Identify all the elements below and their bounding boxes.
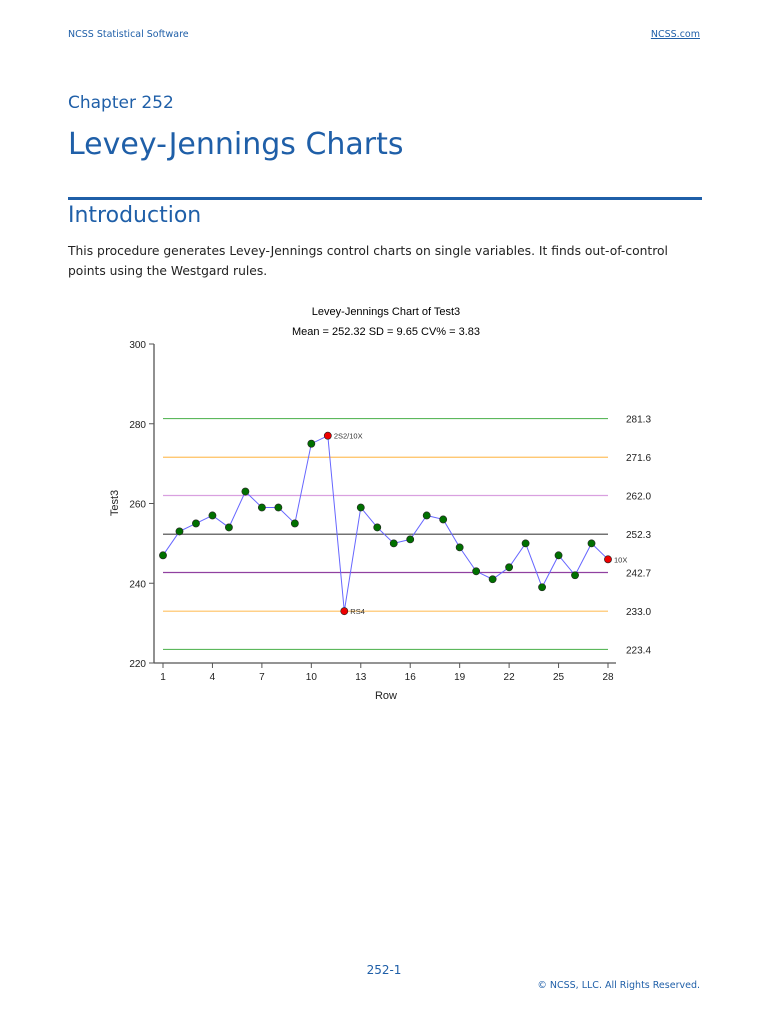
rule-violation-label: RS4 — [350, 607, 365, 616]
x-tick-label: 7 — [259, 672, 265, 683]
data-point — [257, 503, 266, 512]
x-tick-label: 13 — [355, 672, 367, 683]
data-point — [192, 519, 200, 528]
levey-jennings-chart: Levey-Jennings Chart of Test3 Mean = 252… — [109, 306, 651, 702]
y-tick-label: 260 — [129, 500, 146, 511]
data-point — [488, 575, 497, 584]
data-point — [389, 539, 398, 548]
header-site-link[interactable]: NCSS.com — [650, 29, 700, 40]
data-point — [521, 539, 530, 548]
y-tick-label: 280 — [129, 420, 146, 431]
x-tick-label: 22 — [504, 672, 516, 683]
flagged-point — [323, 431, 332, 440]
copyright: © NCSS, LLC. All Rights Reserved. — [537, 980, 700, 991]
x-tick-label: 25 — [553, 672, 565, 683]
x-tick-label: 10 — [306, 672, 318, 683]
data-point — [175, 527, 184, 536]
data-point — [439, 515, 448, 524]
data-point — [538, 583, 546, 592]
x-tick-label: 19 — [454, 672, 466, 683]
series-line — [162, 434, 609, 612]
page-title: Levey-Jennings Charts — [68, 127, 404, 162]
data-point — [225, 523, 233, 532]
control-limit-label: 271.6 — [626, 453, 651, 464]
rule-violation-label: 10X — [614, 555, 627, 564]
data-point — [406, 535, 415, 544]
y-tick-label: 220 — [129, 659, 146, 670]
x-tick-label: 16 — [405, 672, 417, 683]
flagged-point — [604, 555, 612, 564]
data-point — [587, 539, 596, 548]
control-limit-label: 252.3 — [626, 530, 651, 541]
control-limit-label: 242.7 — [626, 568, 651, 579]
data-point — [472, 567, 481, 576]
data-point — [356, 503, 365, 512]
control-limit-label: 262.0 — [626, 492, 651, 503]
control-limit-label: 233.0 — [626, 607, 651, 618]
chart-subtitle: Mean = 252.32 SD = 9.65 CV% = 3.83 — [292, 326, 480, 338]
y-axis-label: Test3 — [109, 490, 121, 516]
x-tick-label: 28 — [602, 672, 614, 683]
y-tick-label: 240 — [129, 579, 146, 590]
data-point — [274, 503, 283, 512]
data-point — [373, 523, 382, 532]
data-point — [505, 563, 514, 572]
data-point — [208, 511, 217, 520]
intro-paragraph: This procedure generates Levey-Jennings … — [68, 244, 668, 278]
rule-violation-label: 2S2/10X — [334, 432, 363, 441]
header-software-name: NCSS Statistical Software — [68, 29, 189, 40]
title-divider — [68, 197, 702, 200]
data-point — [571, 571, 579, 580]
x-tick-label: 4 — [210, 672, 216, 683]
chapter-label: Chapter 252 — [68, 93, 174, 113]
x-axis-label: Row — [375, 690, 397, 702]
data-point — [290, 519, 299, 528]
data-point — [159, 551, 167, 560]
flagged-point — [340, 607, 349, 616]
x-tick-label: 1 — [160, 672, 166, 683]
data-point — [307, 439, 316, 448]
control-limit-label: 281.3 — [626, 415, 651, 426]
data-point — [241, 487, 250, 496]
y-tick-label: 300 — [129, 340, 146, 351]
page-number: 252-1 — [366, 963, 402, 977]
data-point — [455, 543, 464, 552]
data-point — [554, 551, 563, 560]
control-limit-label: 223.4 — [626, 645, 651, 656]
data-point — [422, 511, 431, 520]
section-heading: Introduction — [68, 203, 202, 228]
chart-title: Levey-Jennings Chart of Test3 — [312, 306, 460, 318]
